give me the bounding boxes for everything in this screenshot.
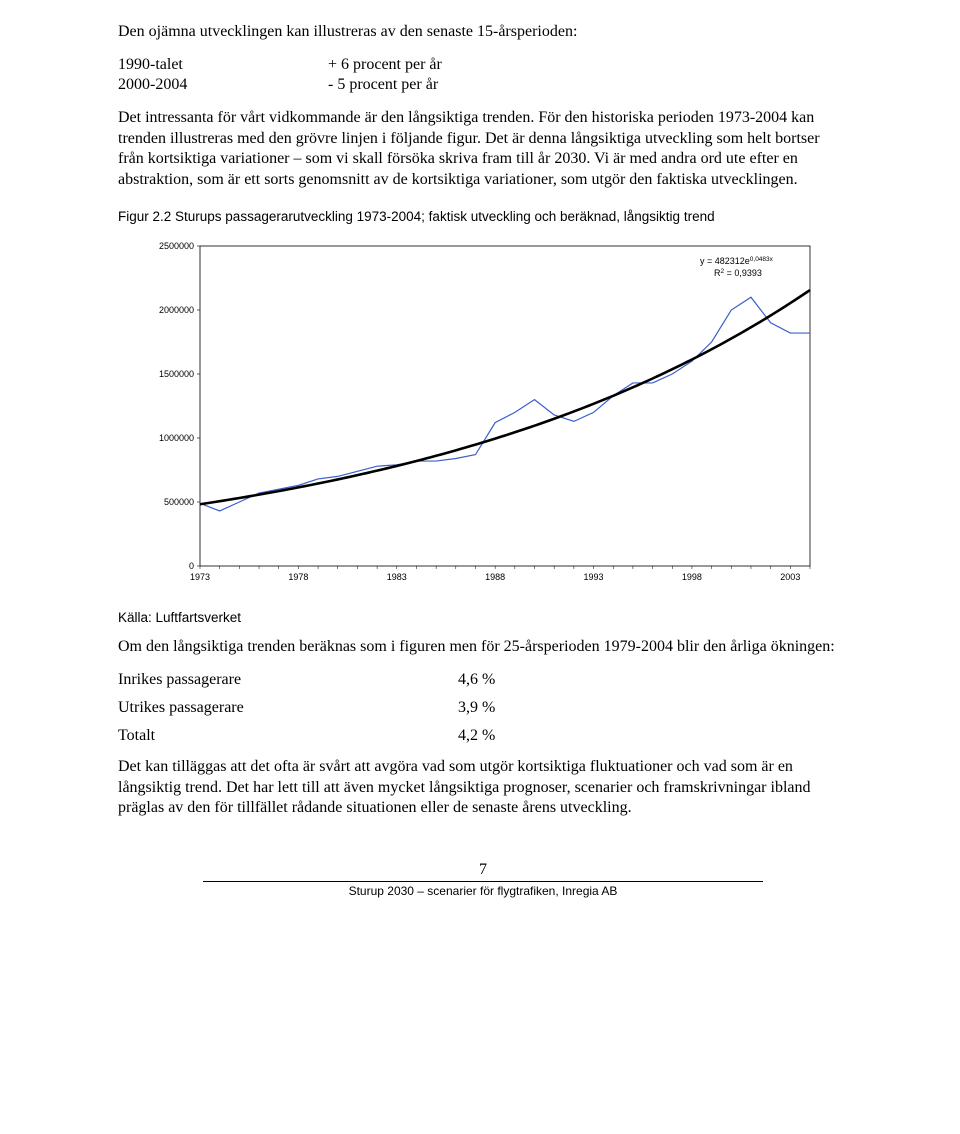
table-row: 1990-talet + 6 procent per år [118, 56, 848, 74]
pct-value: 4,6 % [458, 671, 495, 689]
table-row: Utrikes passagerare 3,9 % [118, 699, 848, 717]
period-value: + 6 procent per år [328, 56, 442, 74]
svg-text:500000: 500000 [164, 497, 194, 507]
closing-paragraph: Det kan tilläggas att det ofta är svårt … [118, 757, 848, 818]
pct-value: 3,9 % [458, 699, 495, 717]
period-table: 1990-talet + 6 procent per år 2000-2004 … [118, 56, 848, 94]
footer-rule [203, 881, 763, 882]
svg-text:1978: 1978 [288, 572, 308, 582]
svg-text:1973: 1973 [190, 572, 210, 582]
context-paragraph: Det intressanta för vårt vidkommande är … [118, 108, 848, 190]
pct-label: Inrikes passagerare [118, 671, 458, 689]
intro-paragraph: Den ojämna utvecklingen kan illustreras … [118, 22, 848, 42]
page-footer: 7 Sturup 2030 – scenarier för flygtrafik… [118, 861, 848, 898]
period-label: 1990-talet [118, 56, 328, 74]
svg-text:2000000: 2000000 [159, 305, 194, 315]
footer-text: Sturup 2030 – scenarier för flygtrafiken… [118, 884, 848, 898]
table-row: 2000-2004 - 5 procent per år [118, 76, 848, 94]
table-row: Inrikes passagerare 4,6 % [118, 671, 848, 689]
svg-text:1500000: 1500000 [159, 369, 194, 379]
svg-text:1988: 1988 [485, 572, 505, 582]
table-row: Totalt 4,2 % [118, 727, 848, 745]
source-line: Källa: Luftfartsverket [118, 610, 848, 625]
svg-text:2500000: 2500000 [159, 241, 194, 251]
pct-label: Utrikes passagerare [118, 699, 458, 717]
pct-label: Totalt [118, 727, 458, 745]
svg-text:1983: 1983 [387, 572, 407, 582]
page-number: 7 [118, 861, 848, 879]
svg-text:0: 0 [189, 561, 194, 571]
svg-text:1000000: 1000000 [159, 433, 194, 443]
period-value: - 5 procent per år [328, 76, 438, 94]
svg-text:1993: 1993 [584, 572, 604, 582]
period-label: 2000-2004 [118, 76, 328, 94]
pct-value: 4,2 % [458, 727, 495, 745]
passenger-chart: 0 500000 1000000 1500000 2000000 2500000 1973 1… [140, 236, 820, 596]
svg-text:2003: 2003 [780, 572, 800, 582]
percentage-table: Inrikes passagerare 4,6 % Utrikes passag… [118, 671, 848, 745]
svg-text:1998: 1998 [682, 572, 702, 582]
figure-caption: Figur 2.2 Sturups passagerarutveckling 1… [118, 208, 848, 226]
trend-paragraph: Om den långsiktiga trenden beräknas som … [118, 637, 848, 657]
